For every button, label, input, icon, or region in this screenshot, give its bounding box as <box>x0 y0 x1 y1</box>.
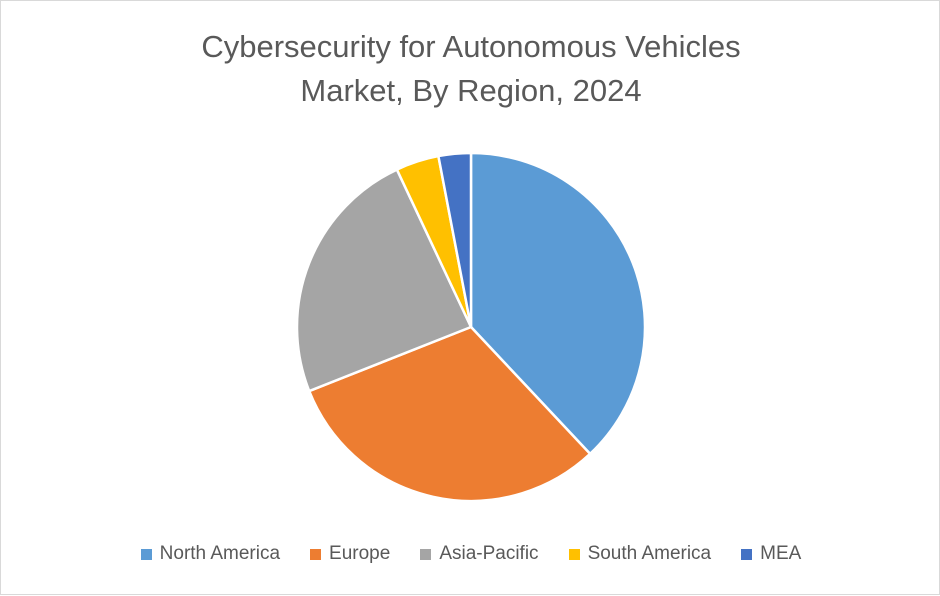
legend-item-south-america: South America <box>568 543 712 565</box>
legend-swatch <box>568 548 580 560</box>
legend-item-europe: Europe <box>310 543 390 565</box>
legend-label: Asia-Pacific <box>439 543 539 564</box>
legend-swatch <box>420 548 432 560</box>
legend-item-mea: MEA <box>741 543 801 565</box>
pie-slice-europe <box>307 325 592 503</box>
legend-item-north-america: North America <box>140 543 281 565</box>
legend: North America Europe Asia-Pacific South Ame… <box>1 543 940 565</box>
legend-swatch <box>741 548 753 560</box>
legend-label: MEA <box>760 543 802 564</box>
pie-slice-asia-pacific <box>295 168 473 393</box>
legend-item-asia-pacific: Asia-Pacific <box>420 543 539 565</box>
legend-swatch <box>310 548 322 560</box>
pie-slice-mea <box>437 151 473 329</box>
legend-swatch <box>140 548 152 560</box>
legend-label: Europe <box>329 543 391 564</box>
pie-slice-north-america <box>469 151 647 456</box>
chart-title-line-2: Market, By Region, 2024 <box>300 73 642 108</box>
legend-label: North America <box>159 543 281 564</box>
chart-title: Cybersecurity for Autonomous Vehicles Ma… <box>1 25 940 113</box>
legend-label: South America <box>587 543 712 564</box>
chart-title-line-1: Cybersecurity for Autonomous Vehicles <box>201 29 741 64</box>
